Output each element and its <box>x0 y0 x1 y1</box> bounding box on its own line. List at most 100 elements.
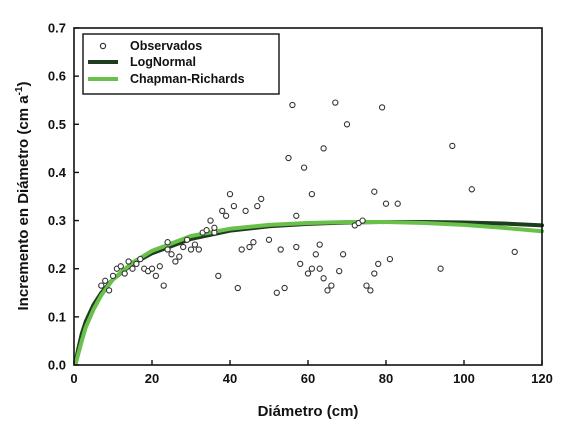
scatter-point <box>125 258 132 265</box>
series-line-lognormal <box>74 220 544 363</box>
legend: Observados LogNormal Chapman-Richards <box>82 33 280 95</box>
scatter-point <box>180 243 187 251</box>
legend-label-chapman-richards: Chapman-Richards <box>130 72 245 86</box>
series-line-chapman-richards <box>74 220 544 365</box>
scatter-point <box>207 217 214 224</box>
y-axis-title-sup: -1 <box>14 86 25 95</box>
scatter-point <box>293 243 300 251</box>
scatter-point <box>137 255 144 263</box>
scatter-point <box>160 282 167 289</box>
scatter-point <box>164 239 171 246</box>
scatter-point <box>191 241 199 248</box>
scatter-point <box>316 241 323 248</box>
y-axis-title-main: Incremento en Diámetro (cm a <box>15 95 32 311</box>
scatter-point <box>371 188 378 195</box>
x-axis-title: Diámetro (cm) <box>258 403 359 420</box>
scatter-point <box>226 190 234 198</box>
legend-marker-observados <box>99 42 107 50</box>
scatter-point <box>468 186 475 193</box>
scatter-point <box>187 246 195 253</box>
scatter-point <box>250 239 257 246</box>
scatter-point <box>304 270 312 277</box>
scatter-point <box>117 263 124 270</box>
x-tick-label: 80 <box>379 371 393 386</box>
scatter-point <box>102 277 109 284</box>
scatter-point <box>324 287 331 294</box>
y-tick-label: 0.1 <box>48 309 66 324</box>
scatter-point <box>339 251 347 258</box>
scatter-point <box>105 287 113 294</box>
scatter-point <box>238 246 245 253</box>
scatter-point <box>234 284 241 292</box>
y-tick-label: 0.4 <box>48 165 67 180</box>
y-tick-label: 0.5 <box>48 117 66 132</box>
scatter-point <box>378 104 386 111</box>
y-tick-label: 0.2 <box>48 261 66 276</box>
ticks-layer: 0 20 40 60 80 100 120 0.0 0.1 0.2 0.3 0.4 0.5 0.6 0.7 <box>48 21 553 387</box>
scatter-point <box>343 121 351 128</box>
scatter-point <box>246 243 253 251</box>
x-tick-label: 60 <box>301 371 315 386</box>
scatter-point <box>289 101 296 109</box>
scatter-point <box>386 255 394 263</box>
scatter-point <box>437 265 444 272</box>
scatter-point <box>281 284 288 292</box>
scatter-point <box>449 142 456 150</box>
scatter-point <box>168 251 175 258</box>
scatter-point <box>308 265 316 272</box>
scatter-point <box>382 200 390 207</box>
scatter-point <box>98 282 105 289</box>
points-layer <box>98 99 518 296</box>
scatter-point <box>332 99 339 106</box>
x-tick-label: 100 <box>453 371 475 386</box>
scatter-point <box>129 265 136 272</box>
scatter-point <box>316 265 323 272</box>
scatter-point <box>258 195 265 203</box>
scatter-point <box>183 236 191 243</box>
scatter-point <box>156 263 163 270</box>
scatter-point <box>336 267 343 275</box>
scatter-point <box>148 265 156 272</box>
scatter-point <box>219 207 226 215</box>
scatter-point <box>511 248 518 256</box>
y-axis-title: Incremento en Diámetro (cm a-1) <box>14 82 32 311</box>
y-tick-label: 0.3 <box>48 213 66 228</box>
scatter-point <box>203 227 210 234</box>
scatter-point <box>320 145 327 152</box>
x-tick-label: 120 <box>531 371 553 386</box>
scatter-point <box>273 289 280 296</box>
scatter-point <box>375 260 382 268</box>
y-tick-label: 0.6 <box>48 69 66 84</box>
x-tick-label: 40 <box>223 371 237 386</box>
scatter-point <box>164 246 171 253</box>
legend-label-lognormal: LogNormal <box>130 55 196 69</box>
scatter-point <box>359 217 366 224</box>
scatter-point <box>172 258 179 265</box>
scatter-point <box>176 253 183 260</box>
scatter-point <box>308 190 316 198</box>
scatter-point <box>293 212 300 219</box>
scatter-point <box>394 200 401 207</box>
scatter-point <box>133 260 140 268</box>
scatter-point <box>300 164 308 171</box>
scatter-point <box>152 272 160 280</box>
scatter-point <box>195 246 202 253</box>
scatter-point <box>363 282 370 289</box>
scatter-point <box>285 154 292 162</box>
scatter-point <box>277 246 284 253</box>
y-tick-label: 0.7 <box>48 21 66 36</box>
x-tick-label: 0 <box>70 371 77 386</box>
scatter-point <box>312 251 319 258</box>
legend-label-observados: Observados <box>130 39 202 53</box>
scatter-point <box>121 270 128 277</box>
scatter-point <box>254 202 261 210</box>
y-axis-title-close: ) <box>15 82 32 87</box>
scatter-point <box>265 236 273 243</box>
scatter-point <box>367 287 374 294</box>
scatter-point <box>371 270 378 277</box>
x-tick-label: 20 <box>145 371 159 386</box>
scatter-point <box>242 207 249 215</box>
curves-layer <box>74 220 544 365</box>
scatter-point <box>215 272 222 280</box>
